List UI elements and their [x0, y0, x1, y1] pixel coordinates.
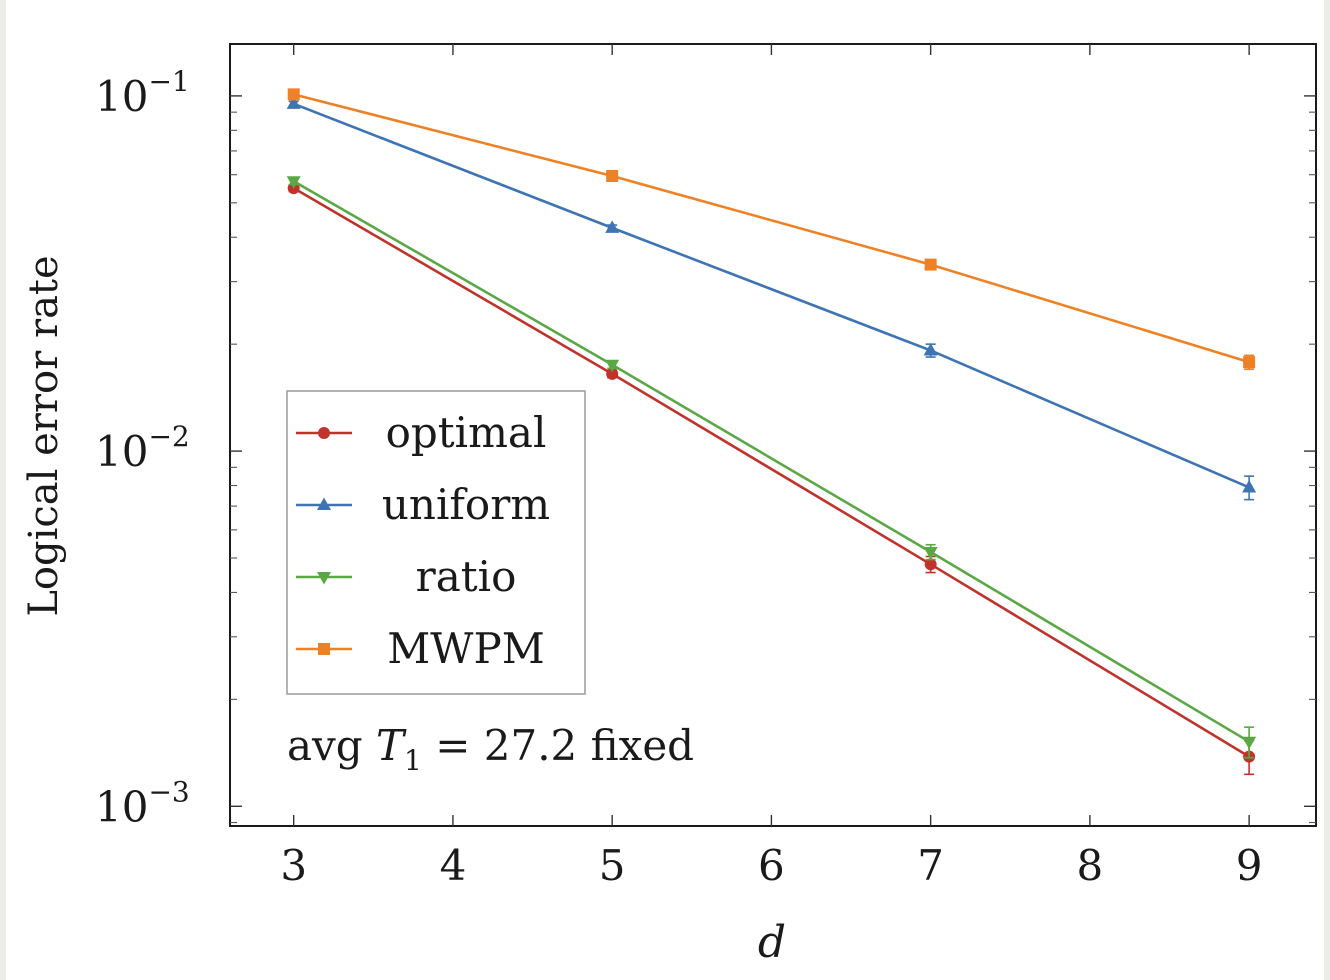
data-point	[286, 96, 301, 109]
legend: optimal uniform ratio MWPM	[286, 390, 586, 695]
series-line-uniform	[293, 102, 1250, 489]
data-point	[286, 176, 301, 189]
y-tick-label-base: 10	[95, 72, 148, 121]
legend-label: uniform	[382, 480, 550, 529]
y-tick-label: 10−1	[95, 65, 190, 121]
legend-label: optimal	[386, 408, 547, 457]
data-point	[606, 367, 619, 380]
x-axis-label: d	[758, 917, 786, 968]
y-tick-label-exponent: −3	[148, 775, 189, 808]
x-tick-label: 4	[440, 841, 467, 890]
series-line-mwpm	[293, 93, 1250, 364]
annotation-subscript: 1	[404, 744, 422, 777]
y-tick-label-exponent: −2	[148, 420, 189, 453]
legend-label: ratio	[416, 552, 517, 601]
legend-marker	[317, 497, 331, 510]
data-point	[1242, 736, 1257, 750]
data-point	[924, 558, 937, 571]
y-axis-label: Logical error rate	[21, 255, 67, 616]
plot-area: 3 4 5 6 7 8 910−110−210−3	[95, 43, 1317, 890]
data-point	[923, 342, 938, 356]
y-tick-label-base: 10	[95, 427, 148, 476]
x-tick-label: 5	[599, 841, 626, 890]
data-point	[287, 88, 300, 101]
series-mwpm	[287, 88, 1256, 371]
y-tick-label-exponent: −1	[148, 65, 189, 98]
x-tick-label: 6	[758, 841, 785, 890]
left-margin	[0, 0, 6, 980]
x-tick-label: 9	[1236, 841, 1263, 890]
annotation-variable: T	[376, 721, 407, 770]
x-tick-label: 8	[1077, 841, 1104, 890]
annotation-suffix: = 27.2 fixed	[422, 721, 694, 770]
annotation-prefix: avg	[287, 721, 376, 770]
data-point	[605, 220, 620, 233]
data-point	[1243, 356, 1256, 369]
legend-box	[286, 390, 586, 695]
series-line-ratio	[293, 180, 1250, 743]
y-tick-label: 10−3	[95, 775, 190, 831]
series-uniform	[286, 96, 1257, 501]
y-tick-label-base: 10	[95, 782, 148, 831]
legend-marker	[317, 572, 331, 585]
y-tick-label: 10−2	[95, 420, 190, 476]
annotation-text: avg T1 = 27.2 fixed	[287, 721, 694, 777]
data-point	[924, 258, 937, 271]
legend-marker	[318, 427, 330, 439]
legend-label: MWPM	[387, 624, 544, 673]
data-point	[923, 546, 938, 560]
data-point	[1242, 479, 1257, 493]
x-tick-label: 3	[280, 841, 307, 890]
legend-marker	[318, 643, 330, 655]
data-point	[606, 169, 619, 182]
series-ratio	[286, 176, 1257, 759]
plot-frame	[229, 43, 1317, 827]
x-tick-label: 7	[917, 841, 944, 890]
data-point	[605, 359, 620, 373]
series-line-optimal	[293, 187, 1250, 758]
right-margin	[1324, 0, 1330, 980]
